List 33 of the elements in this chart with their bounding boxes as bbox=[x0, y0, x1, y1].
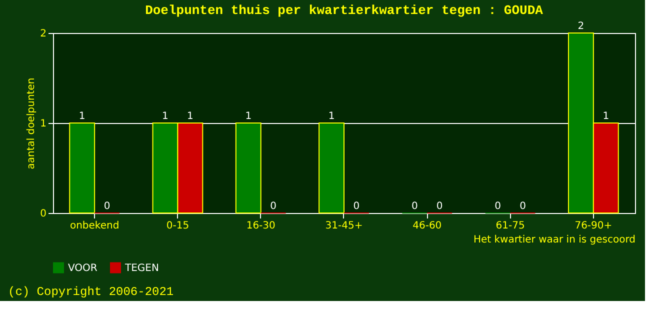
data-label: 0 bbox=[353, 201, 360, 212]
x-tick-label: 46-60 bbox=[412, 220, 442, 232]
chart-title: Doelpunten thuis per kwartierkwartier tegen : GOUDA bbox=[145, 3, 544, 18]
bar bbox=[318, 122, 344, 214]
data-label: 0 bbox=[270, 201, 277, 212]
data-label: 0 bbox=[520, 201, 526, 212]
data-label: 0 bbox=[411, 201, 418, 212]
data-label: 0 bbox=[104, 201, 110, 212]
data-label: 0 bbox=[494, 201, 501, 212]
y-tick-label: 2 bbox=[40, 28, 46, 40]
text: (c) Copyright 2006-2021 bbox=[8, 285, 174, 299]
x-tick-label: 0-15 bbox=[166, 220, 190, 232]
x-tick-label: 16-30 bbox=[246, 220, 276, 232]
data-label: 1 bbox=[187, 111, 194, 122]
data-label: 1 bbox=[245, 111, 252, 122]
y-tick-label: 0 bbox=[40, 208, 46, 220]
legend-label: VOOR bbox=[68, 262, 98, 274]
data-label: 0 bbox=[436, 201, 443, 212]
data-label: 1 bbox=[162, 111, 168, 122]
x-tick-label: 31-45+ bbox=[325, 220, 363, 232]
bar bbox=[69, 122, 96, 214]
legend-label: TEGEN bbox=[124, 262, 159, 274]
x-tick-label: 61-75 bbox=[496, 220, 525, 232]
x-tick-label: onbekend bbox=[70, 220, 120, 232]
data-label: 1 bbox=[602, 111, 610, 122]
bar bbox=[235, 122, 262, 214]
data-label: 1 bbox=[78, 111, 86, 122]
data-label: 1 bbox=[328, 111, 335, 122]
x-axis-title: Het kwartier waar in is gescoord bbox=[473, 234, 636, 246]
y-tick-label: 1 bbox=[40, 118, 46, 130]
data-label: 2 bbox=[578, 21, 584, 32]
x-tick-label: 76-90+ bbox=[574, 220, 612, 232]
y-axis-title: aantal doelpunten bbox=[26, 78, 38, 170]
